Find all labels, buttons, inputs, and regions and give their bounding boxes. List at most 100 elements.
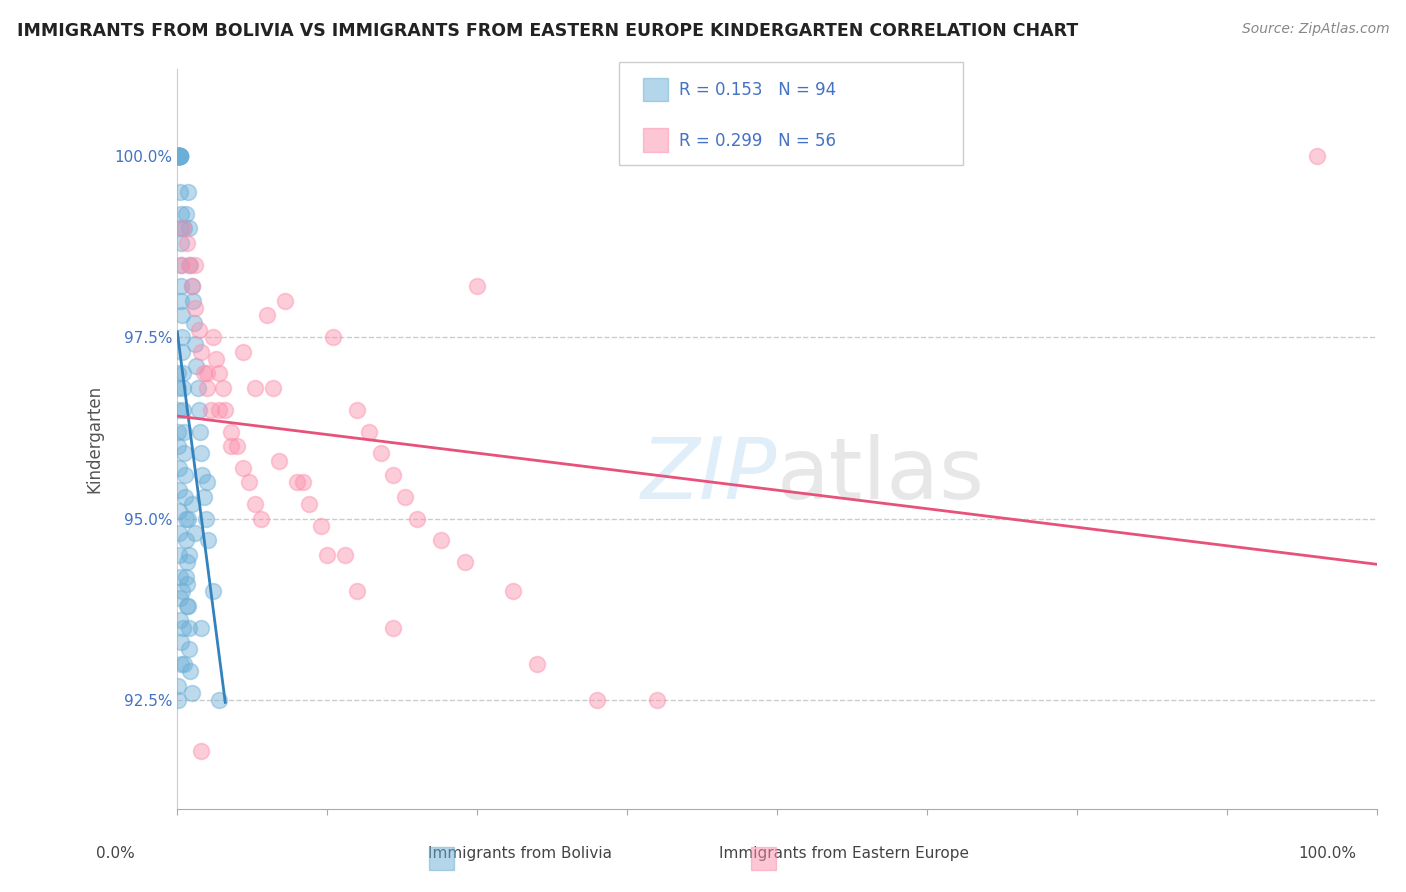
Point bbox=[245, 497, 267, 511]
Point bbox=[238, 475, 260, 490]
Point bbox=[309, 519, 332, 533]
Text: ZIP: ZIP bbox=[641, 434, 778, 517]
Point bbox=[232, 344, 254, 359]
Point bbox=[176, 577, 198, 591]
Point bbox=[169, 221, 191, 235]
Point bbox=[167, 148, 190, 162]
Point bbox=[1306, 148, 1329, 162]
Point bbox=[169, 148, 191, 162]
Point bbox=[184, 301, 207, 315]
Point bbox=[179, 221, 201, 235]
Point bbox=[177, 185, 200, 199]
Point bbox=[170, 657, 193, 671]
Point bbox=[208, 693, 231, 707]
Point bbox=[346, 584, 368, 599]
Point bbox=[169, 613, 191, 627]
Point bbox=[167, 148, 190, 162]
Point bbox=[202, 584, 225, 599]
Point bbox=[169, 207, 191, 221]
Point bbox=[285, 475, 308, 490]
Point bbox=[179, 664, 201, 678]
Point bbox=[172, 221, 194, 235]
Point bbox=[167, 679, 190, 693]
Point bbox=[180, 279, 202, 293]
Point bbox=[167, 148, 190, 162]
Point bbox=[167, 148, 190, 162]
Point bbox=[190, 446, 212, 460]
Point bbox=[180, 686, 202, 700]
Point bbox=[167, 148, 190, 162]
Point bbox=[177, 511, 200, 525]
Point bbox=[169, 148, 191, 162]
Point bbox=[170, 330, 193, 344]
Point bbox=[167, 483, 190, 497]
Point bbox=[172, 381, 194, 395]
Point bbox=[167, 367, 190, 381]
Point bbox=[256, 309, 278, 323]
Point bbox=[335, 548, 357, 562]
Point bbox=[167, 439, 190, 453]
Point bbox=[172, 367, 194, 381]
Point bbox=[454, 555, 477, 569]
Point bbox=[226, 439, 249, 453]
Point bbox=[406, 511, 429, 525]
Point bbox=[169, 148, 191, 162]
Point bbox=[173, 468, 195, 483]
Point bbox=[262, 381, 284, 395]
Point bbox=[169, 185, 191, 199]
Point bbox=[167, 148, 190, 162]
Point bbox=[430, 533, 453, 548]
Point bbox=[250, 511, 273, 525]
Point bbox=[382, 468, 405, 483]
Point bbox=[169, 548, 191, 562]
Point bbox=[172, 344, 194, 359]
Point bbox=[169, 591, 191, 606]
Text: IMMIGRANTS FROM BOLIVIA VS IMMIGRANTS FROM EASTERN EUROPE KINDERGARTEN CORRELATI: IMMIGRANTS FROM BOLIVIA VS IMMIGRANTS FR… bbox=[17, 22, 1078, 40]
Point bbox=[176, 235, 198, 250]
Point bbox=[193, 367, 215, 381]
Point bbox=[176, 599, 198, 613]
Point bbox=[172, 402, 194, 417]
Point bbox=[245, 381, 267, 395]
Point bbox=[167, 148, 190, 162]
Point bbox=[170, 293, 193, 308]
Point bbox=[298, 497, 321, 511]
Point bbox=[370, 446, 392, 460]
Point bbox=[169, 148, 191, 162]
Y-axis label: Kindergarten: Kindergarten bbox=[86, 384, 103, 492]
Point bbox=[183, 316, 205, 330]
Point bbox=[169, 148, 191, 162]
Point bbox=[187, 381, 209, 395]
Point bbox=[645, 693, 668, 707]
Point bbox=[167, 148, 190, 162]
Point bbox=[219, 439, 242, 453]
Point bbox=[186, 359, 208, 373]
Point bbox=[322, 330, 344, 344]
Text: Source: ZipAtlas.com: Source: ZipAtlas.com bbox=[1241, 22, 1389, 37]
Point bbox=[191, 468, 214, 483]
Point bbox=[200, 402, 222, 417]
Point bbox=[269, 453, 291, 467]
Point bbox=[502, 584, 524, 599]
Point bbox=[214, 402, 236, 417]
Point bbox=[167, 526, 190, 541]
Point bbox=[359, 425, 381, 439]
Point bbox=[212, 381, 235, 395]
Text: atlas: atlas bbox=[778, 434, 986, 517]
Text: R = 0.153   N = 94: R = 0.153 N = 94 bbox=[679, 81, 837, 99]
Point bbox=[292, 475, 315, 490]
Point bbox=[190, 620, 212, 634]
Point bbox=[179, 258, 201, 272]
Point bbox=[177, 620, 200, 634]
Point bbox=[187, 402, 209, 417]
Point bbox=[208, 402, 231, 417]
Point bbox=[190, 744, 212, 758]
Point bbox=[167, 402, 190, 417]
Point bbox=[190, 344, 212, 359]
Point bbox=[187, 323, 209, 337]
Point bbox=[170, 279, 193, 293]
Text: Immigrants from Eastern Europe: Immigrants from Eastern Europe bbox=[718, 847, 969, 861]
Point bbox=[346, 402, 368, 417]
Point bbox=[174, 533, 197, 548]
Point bbox=[526, 657, 548, 671]
